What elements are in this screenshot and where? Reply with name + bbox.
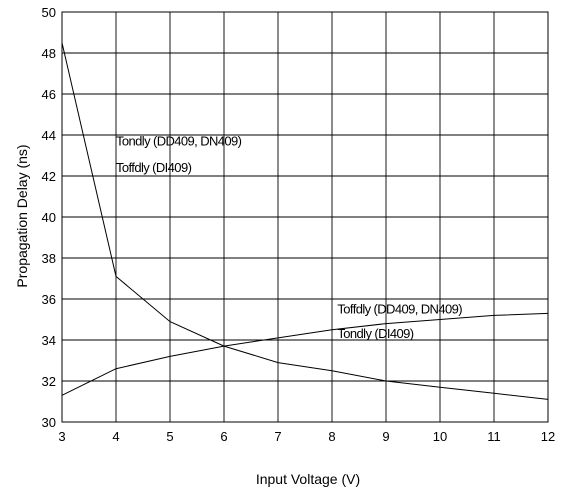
x-tick-label: 6 [220, 429, 227, 444]
y-tick-label: 38 [42, 251, 56, 266]
annotations: Tondly (DD409, DN409) Toffdly (DI409) Toff… [116, 133, 463, 341]
x-tick-label: 3 [58, 429, 65, 444]
y-tick-label: 42 [42, 169, 56, 184]
series-annotation: Tondly (DI409) [337, 326, 413, 341]
x-tick-label: 7 [274, 429, 281, 444]
x-tick-label: 10 [433, 429, 447, 444]
y-tick-label: 32 [42, 374, 56, 389]
x-tick-label: 5 [166, 429, 173, 444]
y-tick-label: 46 [42, 87, 56, 102]
y-tick-label: 40 [42, 210, 56, 225]
series-line-2 [61, 312, 549, 396]
grid-lines [61, 11, 549, 423]
x-tick-label: 8 [328, 429, 335, 444]
plot-frame [61, 11, 549, 423]
y-tick-label: 50 [42, 5, 56, 20]
series-line-1 [61, 42, 549, 400]
y-tick-label: 48 [42, 46, 56, 61]
x-tick-label: 11 [487, 429, 501, 444]
y-tick-label: 44 [42, 128, 56, 143]
y-axis-title: Propagation Delay (ns) [14, 144, 30, 287]
y-tick-label: 34 [42, 333, 56, 348]
x-tick-label: 12 [541, 429, 555, 444]
series-group [61, 42, 549, 400]
series-annotation: Toffdly (DD409, DN409) [337, 301, 462, 316]
x-tick-label: 9 [382, 429, 389, 444]
x-axis-title: Input Voltage (V) [256, 471, 360, 487]
series-annotation: Tondly (DD409, DN409) [116, 133, 242, 148]
series-annotation: Toffdly (DI409) [116, 160, 192, 175]
x-tick-label: 4 [112, 429, 119, 444]
y-tick-label: 30 [42, 415, 56, 430]
y-tick-label: 36 [42, 292, 56, 307]
